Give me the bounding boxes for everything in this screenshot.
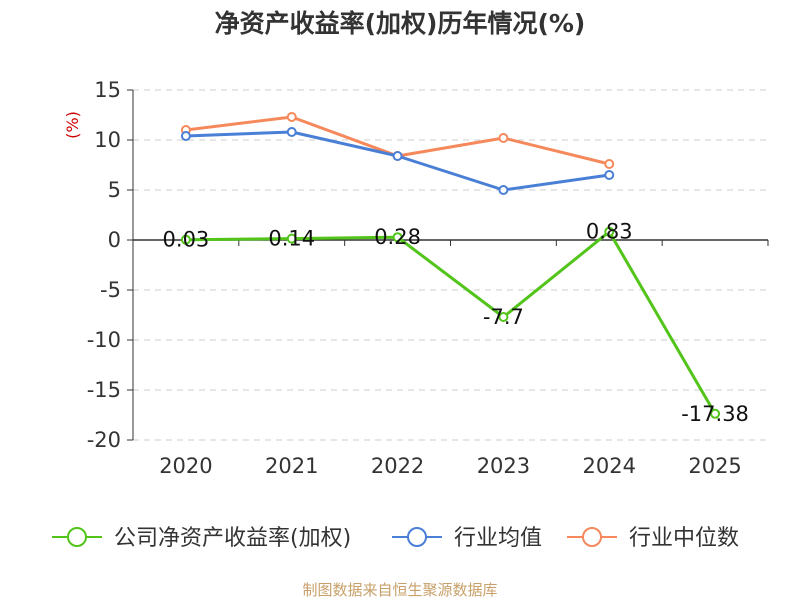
y-tick-label: 15 xyxy=(94,78,121,102)
x-tick-label: 2020 xyxy=(159,454,212,478)
data-point xyxy=(180,131,191,141)
y-axis-label: (%) xyxy=(63,111,82,139)
data-point xyxy=(286,112,297,122)
gridlines xyxy=(133,89,768,441)
data-point xyxy=(392,151,403,161)
x-tick-label: 2025 xyxy=(688,454,741,478)
x-tick-label: 2021 xyxy=(265,454,318,478)
data-label: 0.83 xyxy=(586,220,633,244)
data-point xyxy=(286,127,297,137)
y-tick-label: 5 xyxy=(108,178,121,202)
series-layer xyxy=(180,112,721,419)
data-point xyxy=(392,232,403,243)
data-point xyxy=(604,226,615,237)
x-tick-label: 2022 xyxy=(371,454,424,478)
chart-title: 净资产收益率(加权)历年情况(%) xyxy=(215,9,586,38)
data-point xyxy=(604,159,615,169)
legend: 公司净资产收益率(加权) 行业均值 行业中位数 xyxy=(52,526,739,551)
data-point xyxy=(498,312,509,322)
x-tick-label: 2023 xyxy=(477,454,530,478)
data-label: -7.7 xyxy=(483,305,524,329)
legend-label: 行业均值 xyxy=(454,526,542,551)
legend-label: 行业中位数 xyxy=(629,526,739,551)
y-tick-label: -5 xyxy=(100,278,121,302)
legend-marker xyxy=(67,527,87,547)
series-line-0 xyxy=(185,230,717,415)
data-label: -17.38 xyxy=(681,402,749,426)
data-label: 0.28 xyxy=(374,225,421,249)
data-point xyxy=(710,408,721,419)
y-tick-label: -20 xyxy=(87,428,121,452)
data-point xyxy=(604,170,615,180)
legend-label: 公司净资产收益率(加权) xyxy=(114,526,351,551)
legend-marker xyxy=(407,527,427,547)
data-labels: 0.03 0.14 0.28 -7.7 0.83 -17.38 xyxy=(163,220,749,426)
data-label: 0.03 xyxy=(163,228,210,252)
y-tick-label: 0 xyxy=(108,228,121,252)
legend-marker xyxy=(582,527,602,547)
axes: 15 10 5 0 -5 -10 -15 -20 2020 2021 2022 2023 2024 202… xyxy=(87,78,769,478)
y-tick-label: -10 xyxy=(87,328,121,352)
data-point xyxy=(498,133,509,143)
data-point xyxy=(180,234,191,245)
source-note: 制图数据来自恒生聚源数据库 xyxy=(302,581,497,599)
data-label: 0.14 xyxy=(268,227,315,251)
x-tick-label: 2024 xyxy=(583,454,636,478)
y-tick-label: 10 xyxy=(94,128,121,152)
data-point xyxy=(498,185,509,195)
data-point xyxy=(286,233,297,244)
y-tick-label: -15 xyxy=(87,378,121,402)
